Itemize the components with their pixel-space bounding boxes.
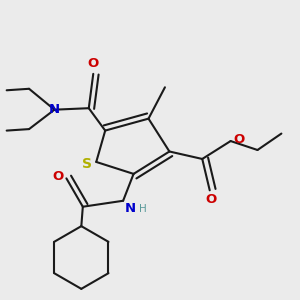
Text: H: H <box>139 204 146 214</box>
Text: O: O <box>88 57 99 70</box>
Text: O: O <box>53 170 64 183</box>
Text: O: O <box>206 193 217 206</box>
Text: N: N <box>124 202 136 215</box>
Text: S: S <box>82 157 92 171</box>
Text: O: O <box>233 133 244 146</box>
Text: N: N <box>49 103 60 116</box>
